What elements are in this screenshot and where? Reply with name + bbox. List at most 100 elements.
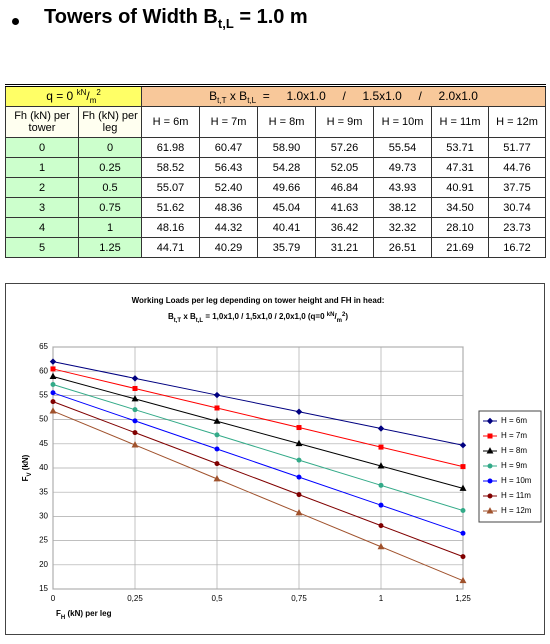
marker: [295, 508, 303, 516]
data-row: 3 0.75 51.62 48.36 45.04 41.63 38.12 34.50 30.74: [5, 197, 547, 218]
chart-subtitle: Bt,T x Bt,L = 1,0x1,0 / 1,5x1,0 / 2,0x1,…: [168, 312, 348, 324]
column-header: H = 12m: [488, 106, 547, 138]
heading-rest: = 1.0 m: [233, 6, 308, 28]
cell: 44.32: [199, 217, 259, 238]
cell: 0.5: [77, 177, 143, 198]
marker: [296, 457, 302, 463]
marker: [460, 554, 466, 560]
marker: [296, 492, 302, 498]
cell: 1: [77, 217, 143, 238]
marker: [132, 385, 138, 391]
subtitle-part: t,L: [196, 318, 204, 324]
cell: 4: [5, 217, 79, 238]
x-axis-label: FH (kN) per leg: [56, 609, 112, 620]
marker: [378, 482, 384, 488]
y-tick-label: 20: [39, 560, 48, 569]
cell: 48.16: [141, 217, 201, 238]
x-tick-label: 0,5: [211, 594, 223, 603]
marker: [132, 430, 138, 436]
y-tick-label: 35: [39, 487, 48, 496]
chart-title: Working Loads per leg depending on tower…: [132, 296, 385, 305]
subtitle-part: = 1,0x1,0 / 1,5x1,0 / 2,0x1,0 (q=0: [203, 312, 327, 321]
column-header: H = 10m: [373, 106, 433, 138]
cell: 38.12: [373, 197, 433, 218]
cell: 40.29: [199, 237, 259, 258]
marker: [487, 463, 493, 469]
size-label: Bt,T x Bt,L = 1.0x1.0 / 1.5x1.0 / 2.0x1.…: [141, 85, 547, 107]
cell: 54.28: [257, 157, 317, 178]
marker: [213, 475, 221, 482]
q-part: 2: [96, 88, 101, 97]
cell: 44.76: [488, 157, 547, 178]
cell: 52.05: [315, 157, 375, 178]
marker: [214, 405, 220, 411]
y-tick-label: 55: [39, 391, 48, 400]
cell: 0.75: [77, 197, 143, 218]
legend-label: H = 6m: [501, 416, 527, 425]
cell: 51.62: [141, 197, 201, 218]
axis-label-part: (kN): [21, 454, 30, 472]
subtitle-part: t,T: [174, 318, 182, 324]
cell: 0: [77, 137, 143, 158]
cell: 47.31: [431, 157, 490, 178]
marker: [131, 395, 139, 402]
marker: [132, 418, 138, 424]
series-line: [52, 392, 464, 534]
axis-label-part: F: [56, 609, 61, 618]
cell: 0.25: [77, 157, 143, 178]
marker: [131, 441, 139, 448]
column-header: H = 6m: [141, 106, 201, 138]
marker: [460, 508, 466, 514]
y-axis-label: FV (kN): [21, 454, 32, 481]
marker: [378, 523, 384, 529]
legend-label: H = 8m: [501, 446, 527, 455]
y-tick-label: 65: [39, 342, 48, 351]
load-table: q = 0 kN/m2 Bt,T x Bt,L = 1.0x1.0 / 1.5x1…: [4, 84, 547, 258]
cell: 58.52: [141, 157, 201, 178]
column-row: Fh (kN) per tower Fh (kN) per leg H = 6m H …: [5, 106, 547, 138]
marker: [487, 493, 493, 499]
y-tick-label: 60: [39, 366, 48, 375]
y-tick-label: 15: [39, 584, 48, 593]
axis-label-part: V: [27, 472, 33, 476]
cell: 51.77: [488, 137, 547, 158]
marker: [487, 433, 493, 439]
cell: 58.90: [257, 137, 317, 158]
cell: 35.79: [257, 237, 317, 258]
cell: 52.40: [199, 177, 259, 198]
cell: 26.51: [373, 237, 433, 258]
series-line: [52, 410, 464, 582]
subtitle-part: 2: [342, 312, 346, 318]
q-part: m: [89, 96, 97, 105]
axis-label-part: (kN) per leg: [65, 609, 111, 618]
heading: Towers of Width Bt,L = 1.0 m: [44, 6, 308, 31]
size-part: t,L: [247, 95, 257, 105]
cell: 55.54: [373, 137, 433, 158]
cell: 3: [5, 197, 79, 218]
cell: 48.36: [199, 197, 259, 218]
marker: [295, 439, 303, 447]
series-line: [52, 383, 464, 512]
subtitle-part: x B: [181, 312, 196, 321]
marker: [459, 576, 467, 584]
legend-label: H = 9m: [501, 461, 527, 470]
header-row: q = 0 kN/m2 Bt,T x Bt,L = 1.0x1.0 / 1.5x1…: [4, 85, 547, 107]
cell: 49.73: [373, 157, 433, 178]
bullet: [12, 18, 19, 25]
cell: 0: [5, 137, 79, 158]
cell: 31.21: [315, 237, 375, 258]
marker: [378, 444, 384, 450]
column-header: Fh (kN) per leg: [77, 106, 143, 138]
marker: [213, 417, 221, 424]
subtitle-part: ): [345, 312, 348, 321]
marker: [377, 425, 385, 432]
y-tick-label: 50: [39, 415, 48, 424]
size-part: x B: [226, 88, 248, 103]
q-part: /: [86, 89, 90, 103]
cell: 1.25: [77, 237, 143, 258]
subtitle-part: m: [337, 318, 342, 324]
cell: 41.63: [315, 197, 375, 218]
data-row: 0 0 61.98 60.47 58.90 57.26 55.54 53.71 51.77: [5, 137, 547, 158]
marker: [49, 358, 57, 365]
cell: 34.50: [431, 197, 490, 218]
